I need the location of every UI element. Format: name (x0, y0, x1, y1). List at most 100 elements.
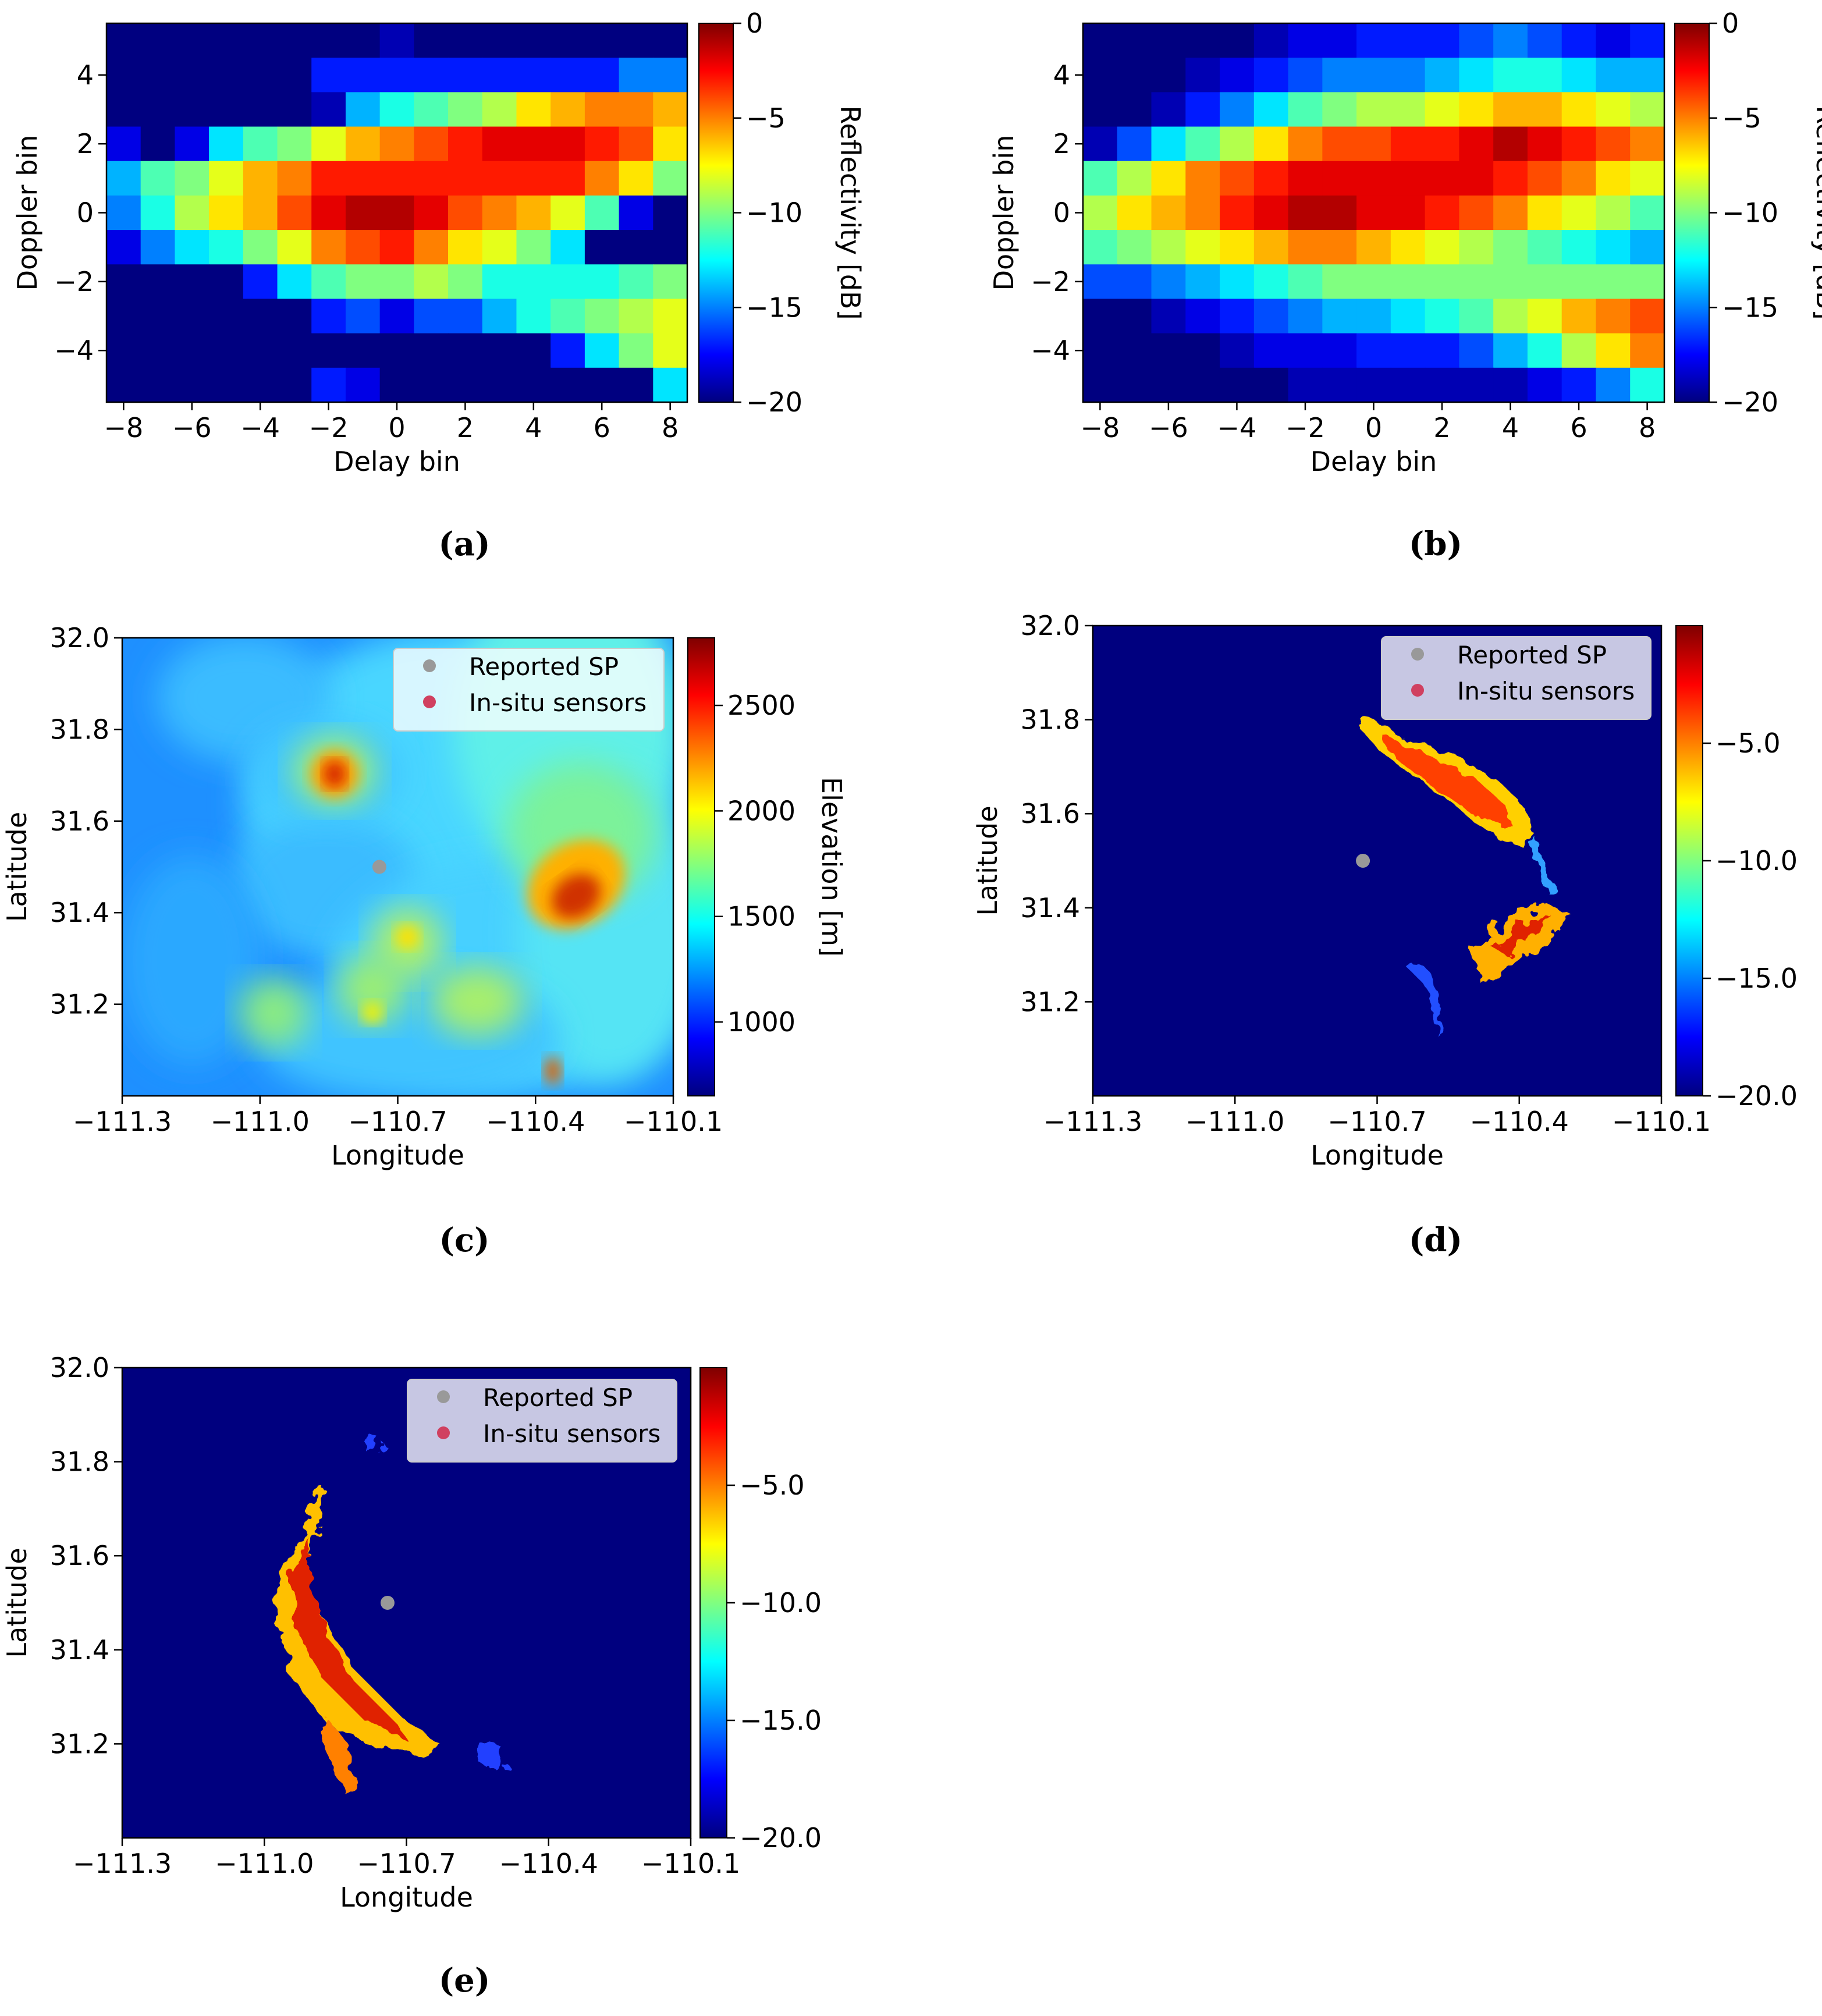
y-axis-label-c: Latitude (1, 812, 33, 922)
heatmap-cell-b-3-10 (1425, 126, 1460, 162)
y-tick-label-d-1: 31.8 (1021, 704, 1080, 736)
heatmap-cell-b-3-14 (1561, 126, 1597, 162)
y-tick-label-b-2: 0 (1053, 197, 1070, 229)
heatmap-cell-a-0-11 (482, 23, 517, 58)
heatmap-cell-a-1-1 (140, 58, 176, 93)
heatmap-cell-b-4-6 (1288, 161, 1323, 196)
heatmap-cell-a-7-8 (379, 264, 414, 300)
heatmap-cell-b-2-16 (1630, 92, 1665, 127)
heatmap-cell-a-10-1 (140, 367, 176, 403)
colorbar-tick-label-b-3: −15 (1722, 292, 1778, 323)
heatmap-cell-a-8-12 (516, 299, 551, 334)
heatmap-cell-b-6-3 (1185, 230, 1220, 265)
heatmap-cell-a-6-14 (584, 230, 620, 265)
heatmap-cell-a-3-16 (653, 126, 688, 162)
heatmap-cell-b-8-3 (1185, 299, 1220, 334)
x-tick-label-d-1: −111.0 (1185, 1106, 1284, 1137)
heatmap-cell-a-3-2 (175, 126, 209, 162)
y-tick-label-b-3: 2 (1053, 128, 1070, 159)
heatmap-cell-b-3-15 (1596, 126, 1631, 162)
heatmap-cell-a-0-9 (414, 23, 449, 58)
glint-fringe-d (1530, 838, 1551, 890)
heatmap-cell-a-5-11 (482, 195, 517, 230)
heatmap-cell-b-2-7 (1322, 92, 1357, 127)
heatmap-cell-a-0-14 (584, 23, 620, 58)
x-tick-label-d-3: −110.4 (1470, 1106, 1569, 1137)
colorbar-tick-label-a-3: −15 (746, 292, 802, 323)
heatmap-cell-b-7-14 (1561, 264, 1597, 300)
heatmap-cell-a-7-15 (619, 264, 653, 300)
x-tick-label-c-3: −110.4 (486, 1106, 585, 1137)
heatmap-cell-a-8-2 (175, 299, 209, 334)
terrain-peak-6 (362, 1002, 383, 1023)
heatmap-cell-b-4-15 (1596, 161, 1631, 196)
heatmap-cell-b-10-1 (1117, 367, 1152, 403)
colorbar-tick-label-a-1: −5 (746, 102, 786, 134)
heatmap-cell-b-4-9 (1390, 161, 1426, 196)
heatmap-cell-a-8-3 (209, 299, 244, 334)
heatmap-cell-b-1-14 (1561, 58, 1597, 93)
heatmap-cell-b-10-9 (1390, 367, 1426, 403)
heatmap-cell-b-8-11 (1459, 299, 1494, 334)
x-tick-label-b-4: 0 (1365, 412, 1382, 443)
heatmap-cell-b-4-12 (1493, 161, 1528, 196)
heatmap-cell-b-9-3 (1185, 333, 1220, 368)
heatmap-cell-b-2-4 (1220, 92, 1255, 127)
heatmap-cell-a-9-8 (379, 333, 414, 368)
heatmap-cell-b-3-2 (1151, 126, 1186, 162)
colorbar-tick-label-c-3: 1000 (727, 1006, 795, 1038)
heatmap-cell-a-10-15 (619, 367, 653, 403)
heatmap-cell-b-0-6 (1288, 23, 1323, 58)
heatmap-cell-b-2-12 (1493, 92, 1528, 127)
x-tick-label-b-5: 2 (1433, 412, 1450, 443)
x-axis-label-e: Longitude (340, 1882, 473, 1913)
heatmap-cell-a-7-16 (653, 264, 688, 300)
heatmap-cell-a-6-15 (619, 230, 653, 265)
heatmap-cell-a-4-12 (516, 161, 551, 196)
heatmap-cell-b-6-6 (1288, 230, 1323, 265)
legend-label-c-0: Reported SP (469, 652, 619, 681)
heatmap-cell-a-10-11 (482, 367, 517, 403)
heatmap-cell-a-3-1 (140, 126, 176, 162)
heatmap-cell-a-8-6 (311, 299, 346, 334)
heatmap-cell-a-2-10 (448, 92, 483, 127)
heatmap-cell-a-7-12 (516, 264, 551, 300)
heatmap-cell-b-8-10 (1425, 299, 1460, 334)
heatmap-cell-a-6-8 (379, 230, 414, 265)
heatmap-cell-b-1-10 (1425, 58, 1460, 93)
x-tick-label-c-4: −110.1 (624, 1106, 723, 1137)
heatmap-cell-a-2-15 (619, 92, 653, 127)
heatmap-cell-a-5-1 (140, 195, 176, 230)
heatmap-cell-a-9-6 (311, 333, 346, 368)
heatmap-cell-b-9-2 (1151, 333, 1186, 368)
heatmap-cell-b-1-12 (1493, 58, 1528, 93)
heatmap-cell-b-2-1 (1117, 92, 1152, 127)
heatmap-cell-a-9-7 (345, 333, 381, 368)
heatmap-cell-a-6-12 (516, 230, 551, 265)
heatmap-cell-a-7-10 (448, 264, 483, 300)
heatmap-cell-b-0-11 (1459, 23, 1494, 58)
heatmap-cell-b-4-2 (1151, 161, 1186, 196)
heatmap-cell-b-5-1 (1117, 195, 1152, 230)
heatmap-cell-a-10-16 (653, 367, 688, 403)
terrain-patch-12 (431, 966, 524, 1036)
heatmap-cell-a-2-1 (140, 92, 176, 127)
heatmap-cell-b-5-9 (1390, 195, 1426, 230)
heatmap-cell-b-0-12 (1493, 23, 1528, 58)
heatmap-cell-a-9-15 (619, 333, 653, 368)
heatmap-cell-b-10-4 (1220, 367, 1255, 403)
heatmap-cell-a-4-8 (379, 161, 414, 196)
heatmap-cell-a-2-7 (345, 92, 381, 127)
x-tick-label-a-0: −8 (104, 412, 143, 443)
colorbar-a (698, 23, 734, 403)
x-tick-label-a-1: −6 (172, 412, 212, 443)
heatmap-cell-b-7-1 (1117, 264, 1152, 300)
y-tick-label-e-3: 31.4 (50, 1634, 109, 1666)
x-axis-label-a: Delay bin (333, 446, 460, 477)
heatmap-cell-b-1-16 (1630, 58, 1665, 93)
glint-streak-d (1411, 960, 1443, 1036)
heatmap-cell-a-8-9 (414, 299, 449, 334)
heatmap-cell-a-6-11 (482, 230, 517, 265)
x-tick-label-c-1: −111.0 (211, 1106, 310, 1137)
caption-a: (a) (438, 525, 491, 563)
